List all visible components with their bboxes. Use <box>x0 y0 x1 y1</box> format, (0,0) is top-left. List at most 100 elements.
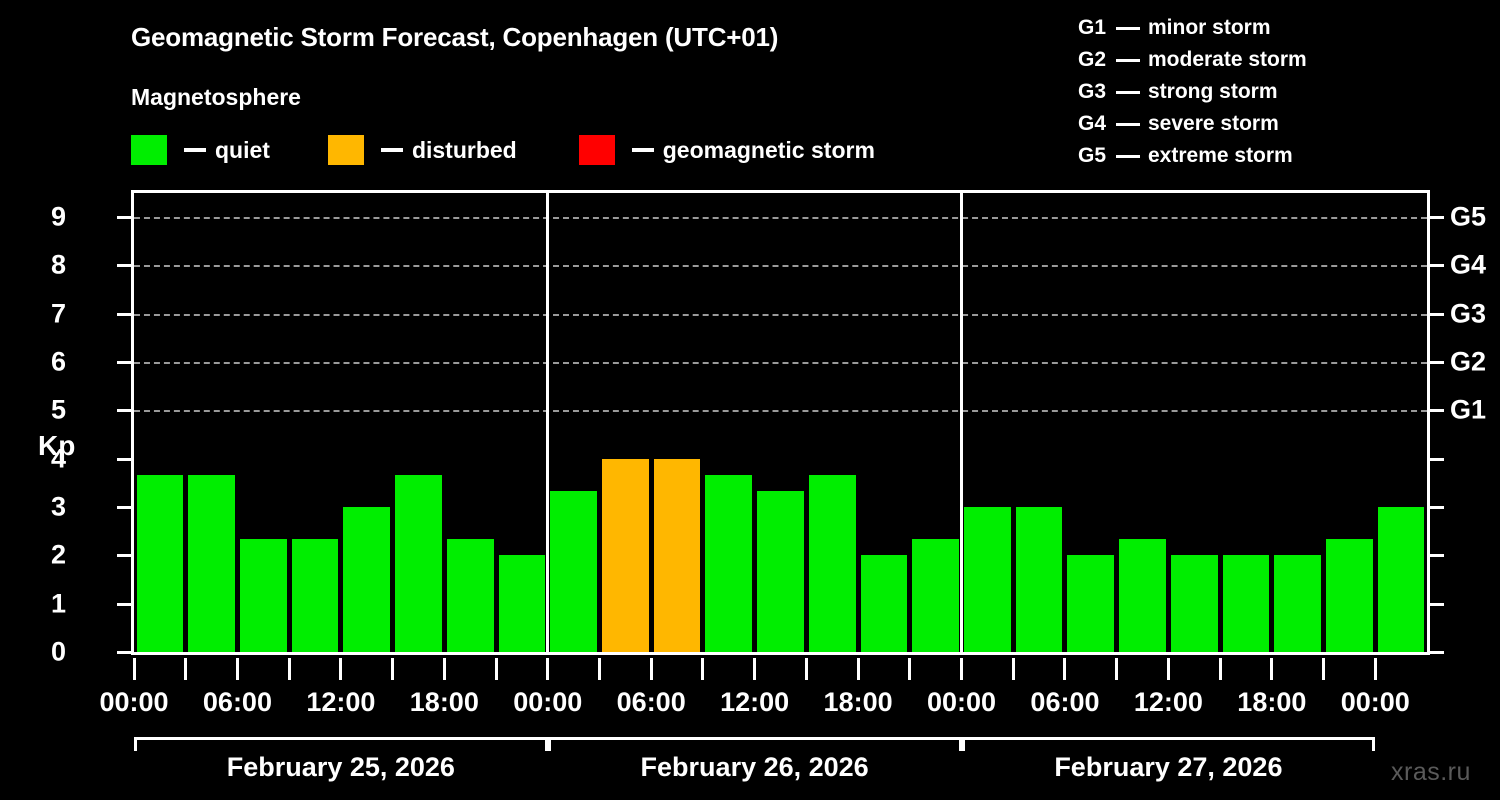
bar <box>1274 555 1322 652</box>
gridline <box>134 362 1427 365</box>
day-bracket <box>547 737 962 751</box>
x-tick <box>1166 658 1170 680</box>
bar <box>653 458 701 652</box>
bar <box>964 507 1011 652</box>
x-tick-label: 12:00 <box>1133 687 1203 717</box>
right-tick-label: G2 <box>1450 346 1487 377</box>
right-minor-tick <box>1430 506 1444 510</box>
x-tick-label: 00:00 <box>1340 687 1410 717</box>
gscale-dash-icon <box>1116 122 1140 126</box>
y-tick <box>117 457 131 461</box>
bar <box>136 474 184 652</box>
x-tick <box>960 658 964 680</box>
activity-legend: quiet disturbed geomagnetic storm <box>131 133 875 167</box>
bar <box>757 491 804 652</box>
right-minor-tick <box>1430 651 1444 654</box>
y-tick <box>117 361 131 365</box>
x-tick-label: 00:00 <box>513 687 583 717</box>
gscale-item-g2: G2 moderate storm <box>1078 44 1307 76</box>
disturbed-swatch-icon <box>327 135 364 165</box>
x-tick <box>391 658 395 680</box>
y-tick-label: 7 <box>50 298 66 329</box>
gscale-label-g2: moderate storm <box>1148 48 1307 71</box>
gscale-dash-icon <box>1116 154 1140 158</box>
x-tick <box>1218 658 1222 680</box>
gscale-dash-icon <box>1116 90 1140 94</box>
y-tick <box>117 264 131 268</box>
gscale-label-g3: strong storm <box>1148 80 1278 103</box>
x-tick <box>856 658 860 680</box>
bar <box>808 474 856 652</box>
y-tick-label: 4 <box>50 443 66 474</box>
bar <box>446 539 494 652</box>
gscale-item-g4: G4 severe storm <box>1078 108 1307 140</box>
day-bracket <box>961 737 1376 751</box>
x-tick-label: 00:00 <box>99 687 169 717</box>
day-separator <box>546 193 550 652</box>
bar <box>1119 539 1166 652</box>
y-tick <box>117 312 131 316</box>
y-tick-label: 9 <box>50 201 66 232</box>
bar <box>860 555 908 652</box>
x-tick <box>442 658 446 680</box>
legend-label-storm: geomagnetic storm <box>662 136 875 163</box>
legend-dash-icon <box>631 148 654 152</box>
legend-item-quiet: quiet <box>131 135 270 165</box>
x-tick <box>597 658 601 680</box>
gscale-legend: G1 minor storm G2 moderate storm G3 stro… <box>1078 12 1307 172</box>
gscale-item-g1: G1 minor storm <box>1078 12 1307 44</box>
x-tick <box>1373 658 1377 680</box>
right-tick-label: G3 <box>1450 298 1487 329</box>
y-tick-label: 2 <box>50 539 66 570</box>
y-tick <box>117 651 131 654</box>
x-tick-label: 18:00 <box>1237 687 1307 717</box>
y-tick-label: 8 <box>50 249 66 280</box>
x-tick <box>184 658 188 680</box>
gridline <box>134 265 1427 268</box>
right-minor-tick <box>1430 554 1444 558</box>
gscale-label-g1: minor storm <box>1148 16 1271 39</box>
x-tick <box>494 658 498 680</box>
legend-item-disturbed: disturbed <box>327 135 517 165</box>
legend-label-disturbed: disturbed <box>411 136 517 163</box>
gscale-code-g5: G5 <box>1078 144 1107 167</box>
day-label: February 25, 2026 <box>226 752 455 782</box>
gscale-code-g3: G3 <box>1078 80 1107 103</box>
y-tick <box>117 409 131 413</box>
x-tick <box>287 658 291 680</box>
x-tick <box>1011 658 1015 680</box>
gscale-dash-icon <box>1116 58 1140 62</box>
x-tick <box>908 658 912 680</box>
x-tick-label: 18:00 <box>823 687 893 717</box>
bar <box>343 507 391 652</box>
legend-item-storm: geomagnetic storm <box>578 135 875 165</box>
y-tick <box>117 216 131 220</box>
gridline <box>134 410 1427 413</box>
x-tick <box>1063 658 1067 680</box>
plot-area <box>131 190 1430 655</box>
x-tick-label: 18:00 <box>409 687 479 717</box>
right-tick-label: G1 <box>1450 394 1487 425</box>
bar <box>395 474 442 652</box>
bar <box>498 555 546 652</box>
gridline <box>134 217 1427 220</box>
bar <box>705 474 753 652</box>
day-separator <box>960 193 964 652</box>
bar <box>912 539 960 652</box>
bar <box>1170 555 1218 652</box>
legend-dash-icon <box>380 148 403 152</box>
gscale-dash-icon <box>1116 26 1140 30</box>
gscale-code-g2: G2 <box>1078 48 1107 71</box>
bar <box>291 539 339 652</box>
storm-swatch-icon <box>578 135 615 165</box>
right-minor-tick <box>1430 602 1444 606</box>
right-tick <box>1430 216 1444 220</box>
bar <box>1015 507 1063 652</box>
x-tick-label: 06:00 <box>1030 687 1100 717</box>
y-axis-title: Kp <box>38 430 76 461</box>
x-tick <box>701 658 705 680</box>
bar <box>1326 539 1373 652</box>
y-tick-label: 1 <box>50 588 66 619</box>
x-tick <box>1115 658 1119 680</box>
